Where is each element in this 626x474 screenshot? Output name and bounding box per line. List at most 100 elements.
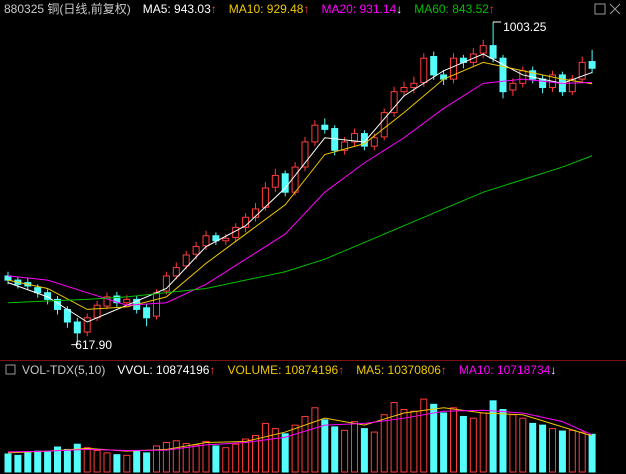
volume-bar (410, 410, 418, 473)
volume-bar (232, 443, 240, 473)
candle-body (202, 235, 210, 247)
volume-bar (321, 419, 329, 473)
volume-bar (63, 448, 71, 473)
candle-body (529, 70, 537, 80)
volume-bar (182, 443, 190, 473)
ma-line (7, 155, 593, 304)
candle-body (499, 57, 507, 93)
volume-bar (370, 431, 378, 473)
volume-bar (360, 428, 368, 473)
volume-bar (558, 430, 566, 473)
volume-bar (380, 414, 388, 473)
candle-body (34, 287, 42, 294)
candle-body (83, 317, 91, 333)
candle-body (539, 78, 547, 89)
panel-icon[interactable] (5, 364, 16, 375)
close-icon[interactable] (609, 3, 621, 15)
volume-bar (281, 433, 289, 473)
ma-line (7, 53, 593, 323)
volume-bar (123, 454, 131, 473)
legend-arrow: ↑ (338, 363, 345, 377)
volume-bar (568, 429, 576, 473)
candle-body (360, 133, 368, 147)
maximize-icon[interactable] (594, 3, 606, 15)
volume-bar (588, 433, 596, 473)
legend-label: MA5: 943.03 (142, 2, 211, 16)
legend-item: MA5: 943.03↑ (143, 1, 217, 17)
volume-bar (440, 412, 448, 473)
volume-bar (479, 412, 487, 473)
volume-bar (549, 428, 556, 473)
volume-bar (93, 449, 101, 473)
candle-body (222, 237, 230, 242)
annotation-label: 617.90 (75, 338, 112, 352)
volume-bar (202, 440, 210, 473)
legend-arrow: ↑ (440, 363, 447, 377)
candle-body (93, 304, 101, 319)
volume-bar (14, 454, 22, 473)
candle-body (143, 307, 151, 319)
ma-line (7, 78, 593, 306)
candle-body (450, 57, 457, 80)
legend-label: VVOL: 10874196 (117, 363, 210, 377)
annotation-label: 1003.25 (503, 20, 547, 34)
volume-bar (489, 400, 497, 473)
candle-body (73, 321, 81, 334)
candle-body (281, 173, 289, 193)
volume-bar (242, 438, 250, 473)
candle-body (489, 45, 497, 59)
legend-item: VVOL: 10874196↑ (117, 362, 215, 378)
legend-item: MA10: 929.48↑ (229, 1, 310, 17)
volume-bar (192, 444, 200, 473)
candle-body (153, 292, 160, 317)
candle-body (588, 61, 596, 69)
legend-label: MA20: 931.14 (321, 2, 397, 16)
volume-bar (578, 431, 586, 473)
volume-bar (271, 428, 279, 473)
volume-bar (450, 407, 457, 473)
candle-body (370, 137, 378, 147)
legend-arrow: ↑ (210, 2, 217, 16)
legend-label: MA60: 843.52 (414, 2, 489, 16)
legend-item: MA20: 931.14↓ (321, 1, 402, 17)
candle-body (380, 112, 388, 138)
candle-body (351, 133, 358, 143)
volume-bar (222, 447, 230, 473)
volume-bar (400, 409, 408, 473)
volume-bar (153, 445, 160, 473)
volume-bar (73, 443, 81, 473)
legend-arrow: ↑ (488, 2, 495, 16)
candle-body (479, 45, 487, 54)
candle-body (578, 61, 586, 80)
legend-item: MA5: 10370806↑ (356, 362, 447, 378)
candle-body (568, 78, 576, 93)
volume-bar (143, 452, 151, 473)
volume-bar (390, 402, 398, 473)
volume-title: VOL-TDX(5,10) (22, 363, 106, 377)
volume-bar (529, 422, 537, 473)
volume-bar (103, 452, 111, 473)
candle-body (54, 298, 61, 310)
candle-body (291, 166, 299, 193)
candle-body (420, 57, 428, 83)
volume-bar (133, 450, 141, 473)
volume-bar (113, 454, 121, 473)
candle-body (519, 70, 527, 84)
volume-bar (469, 417, 477, 473)
volume-bar (331, 426, 339, 473)
legend-label: MA10: 929.48 (228, 2, 304, 16)
ma-line (7, 61, 593, 310)
volume-bar (509, 414, 517, 473)
volume-bar (172, 440, 180, 473)
volume-bar (291, 424, 299, 473)
chart-title: 880325 铜(日线,前复权) (4, 2, 131, 16)
candle-body (509, 82, 517, 91)
volume-bar (539, 424, 547, 473)
volume-bar (252, 435, 259, 473)
legend-arrow: ↑ (303, 2, 310, 16)
candle-body (192, 246, 200, 255)
candle-body (123, 298, 131, 304)
legend-label: VOLUME: 10874196 (227, 363, 339, 377)
volume-bar (34, 450, 42, 473)
